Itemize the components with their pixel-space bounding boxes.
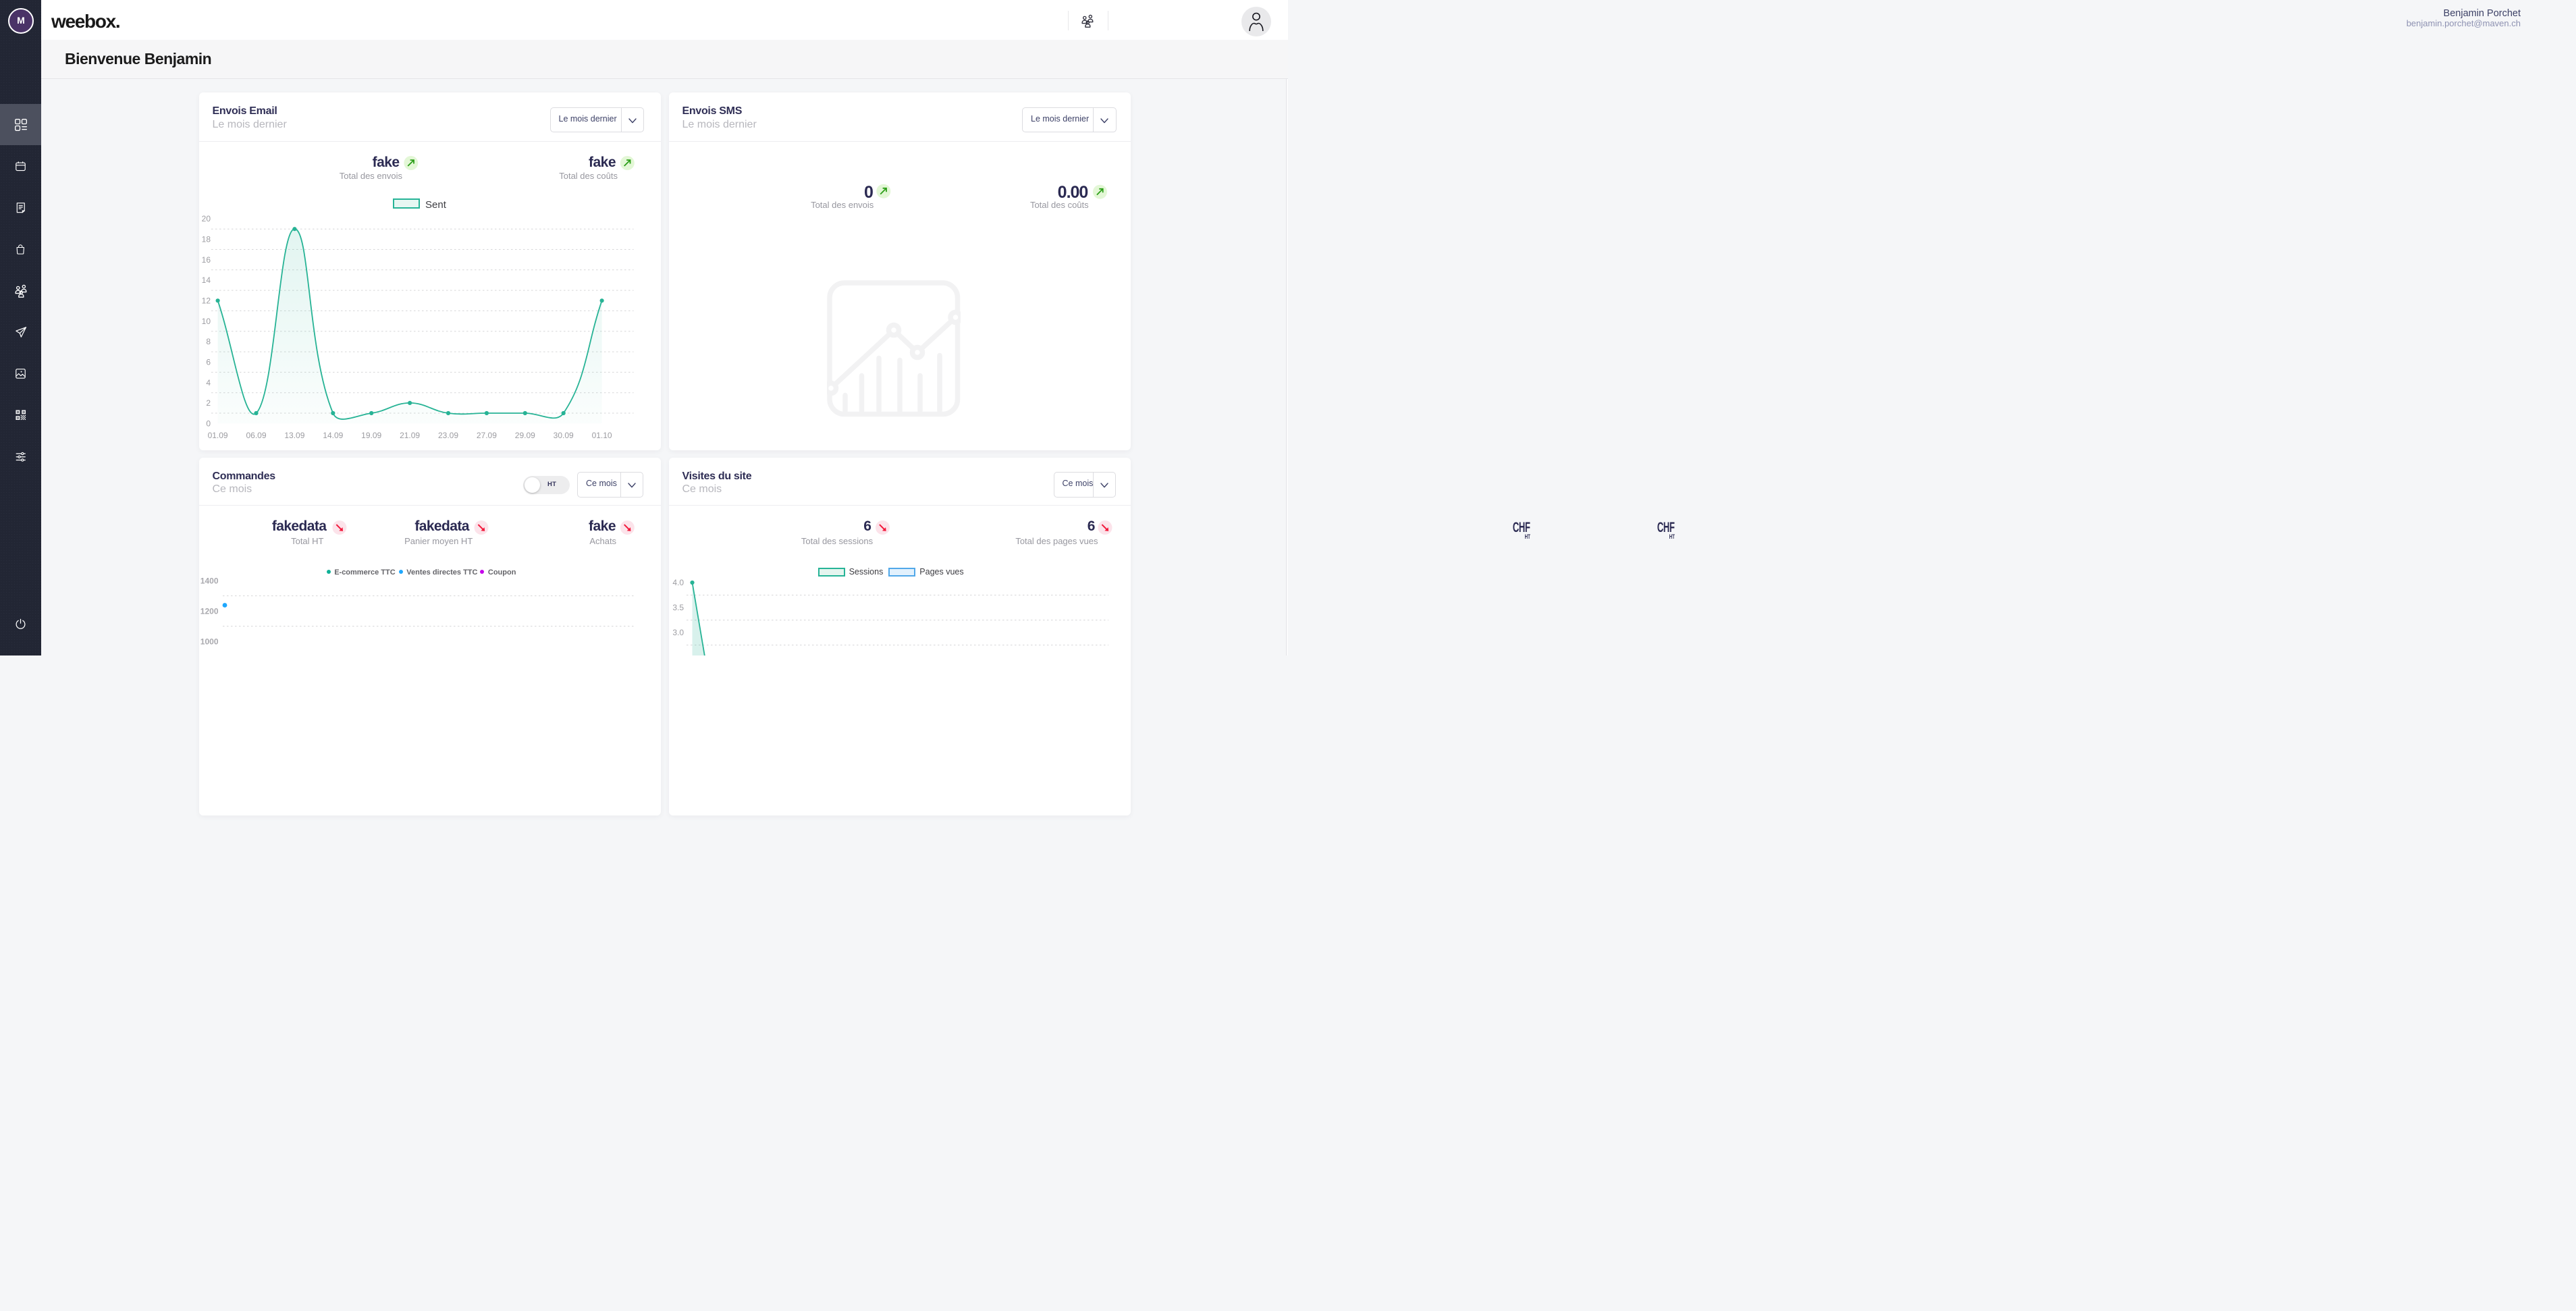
svg-text:16: 16	[202, 255, 211, 265]
svg-text:1000: 1000	[200, 637, 219, 647]
svg-text:20: 20	[202, 214, 211, 223]
svg-text:27.09: 27.09	[477, 431, 497, 440]
svg-text:21.09: 21.09	[400, 431, 420, 440]
svg-text:29.09: 29.09	[515, 431, 535, 440]
svg-text:13.09: 13.09	[284, 431, 304, 440]
svg-text:01.10: 01.10	[592, 431, 612, 440]
svg-text:14.09: 14.09	[323, 431, 343, 440]
svg-text:14: 14	[202, 275, 211, 285]
svg-text:6: 6	[206, 357, 211, 367]
svg-text:30.09: 30.09	[554, 431, 574, 440]
svg-text:3.5: 3.5	[672, 603, 684, 612]
svg-text:4: 4	[206, 378, 211, 387]
svg-text:23.09: 23.09	[438, 431, 458, 440]
svg-text:19.09: 19.09	[361, 431, 381, 440]
svg-text:10: 10	[202, 317, 211, 326]
svg-text:3.0: 3.0	[672, 628, 684, 637]
svg-text:1400: 1400	[200, 576, 219, 585]
svg-text:06.09: 06.09	[246, 431, 266, 440]
svg-text:18: 18	[202, 235, 211, 244]
svg-text:2: 2	[206, 398, 211, 408]
svg-text:01.09: 01.09	[208, 431, 228, 440]
svg-text:0: 0	[206, 419, 211, 428]
svg-text:8: 8	[206, 337, 211, 346]
svg-text:4.0: 4.0	[672, 578, 684, 587]
svg-text:1200: 1200	[200, 607, 219, 616]
svg-text:12: 12	[202, 296, 211, 306]
